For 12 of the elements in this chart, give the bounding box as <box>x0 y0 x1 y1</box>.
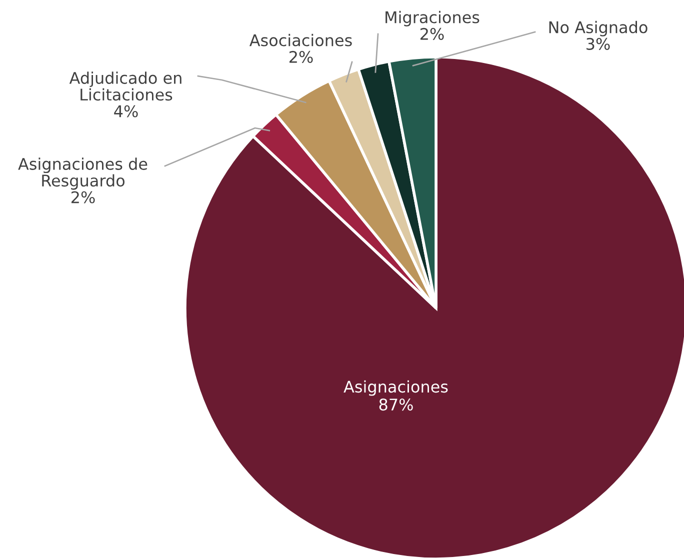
slice-label: Migraciones <box>386 10 480 26</box>
data-label: 87% <box>379 398 413 411</box>
data-label: 2% <box>290 50 313 63</box>
slice-label: Asociaciones <box>249 34 352 46</box>
slice-label: Asignaciones <box>344 380 448 396</box>
data-label: 3% <box>586 38 610 50</box>
slice-label: Adjudicado en Licitaciones <box>69 72 182 101</box>
slice-label: No Asignado <box>549 20 648 36</box>
data-label: 4% <box>114 105 138 118</box>
slice-label: Asignaciones de Resguardo <box>18 158 148 190</box>
data-label: 2% <box>72 191 95 204</box>
data-label: 2% <box>420 28 444 40</box>
